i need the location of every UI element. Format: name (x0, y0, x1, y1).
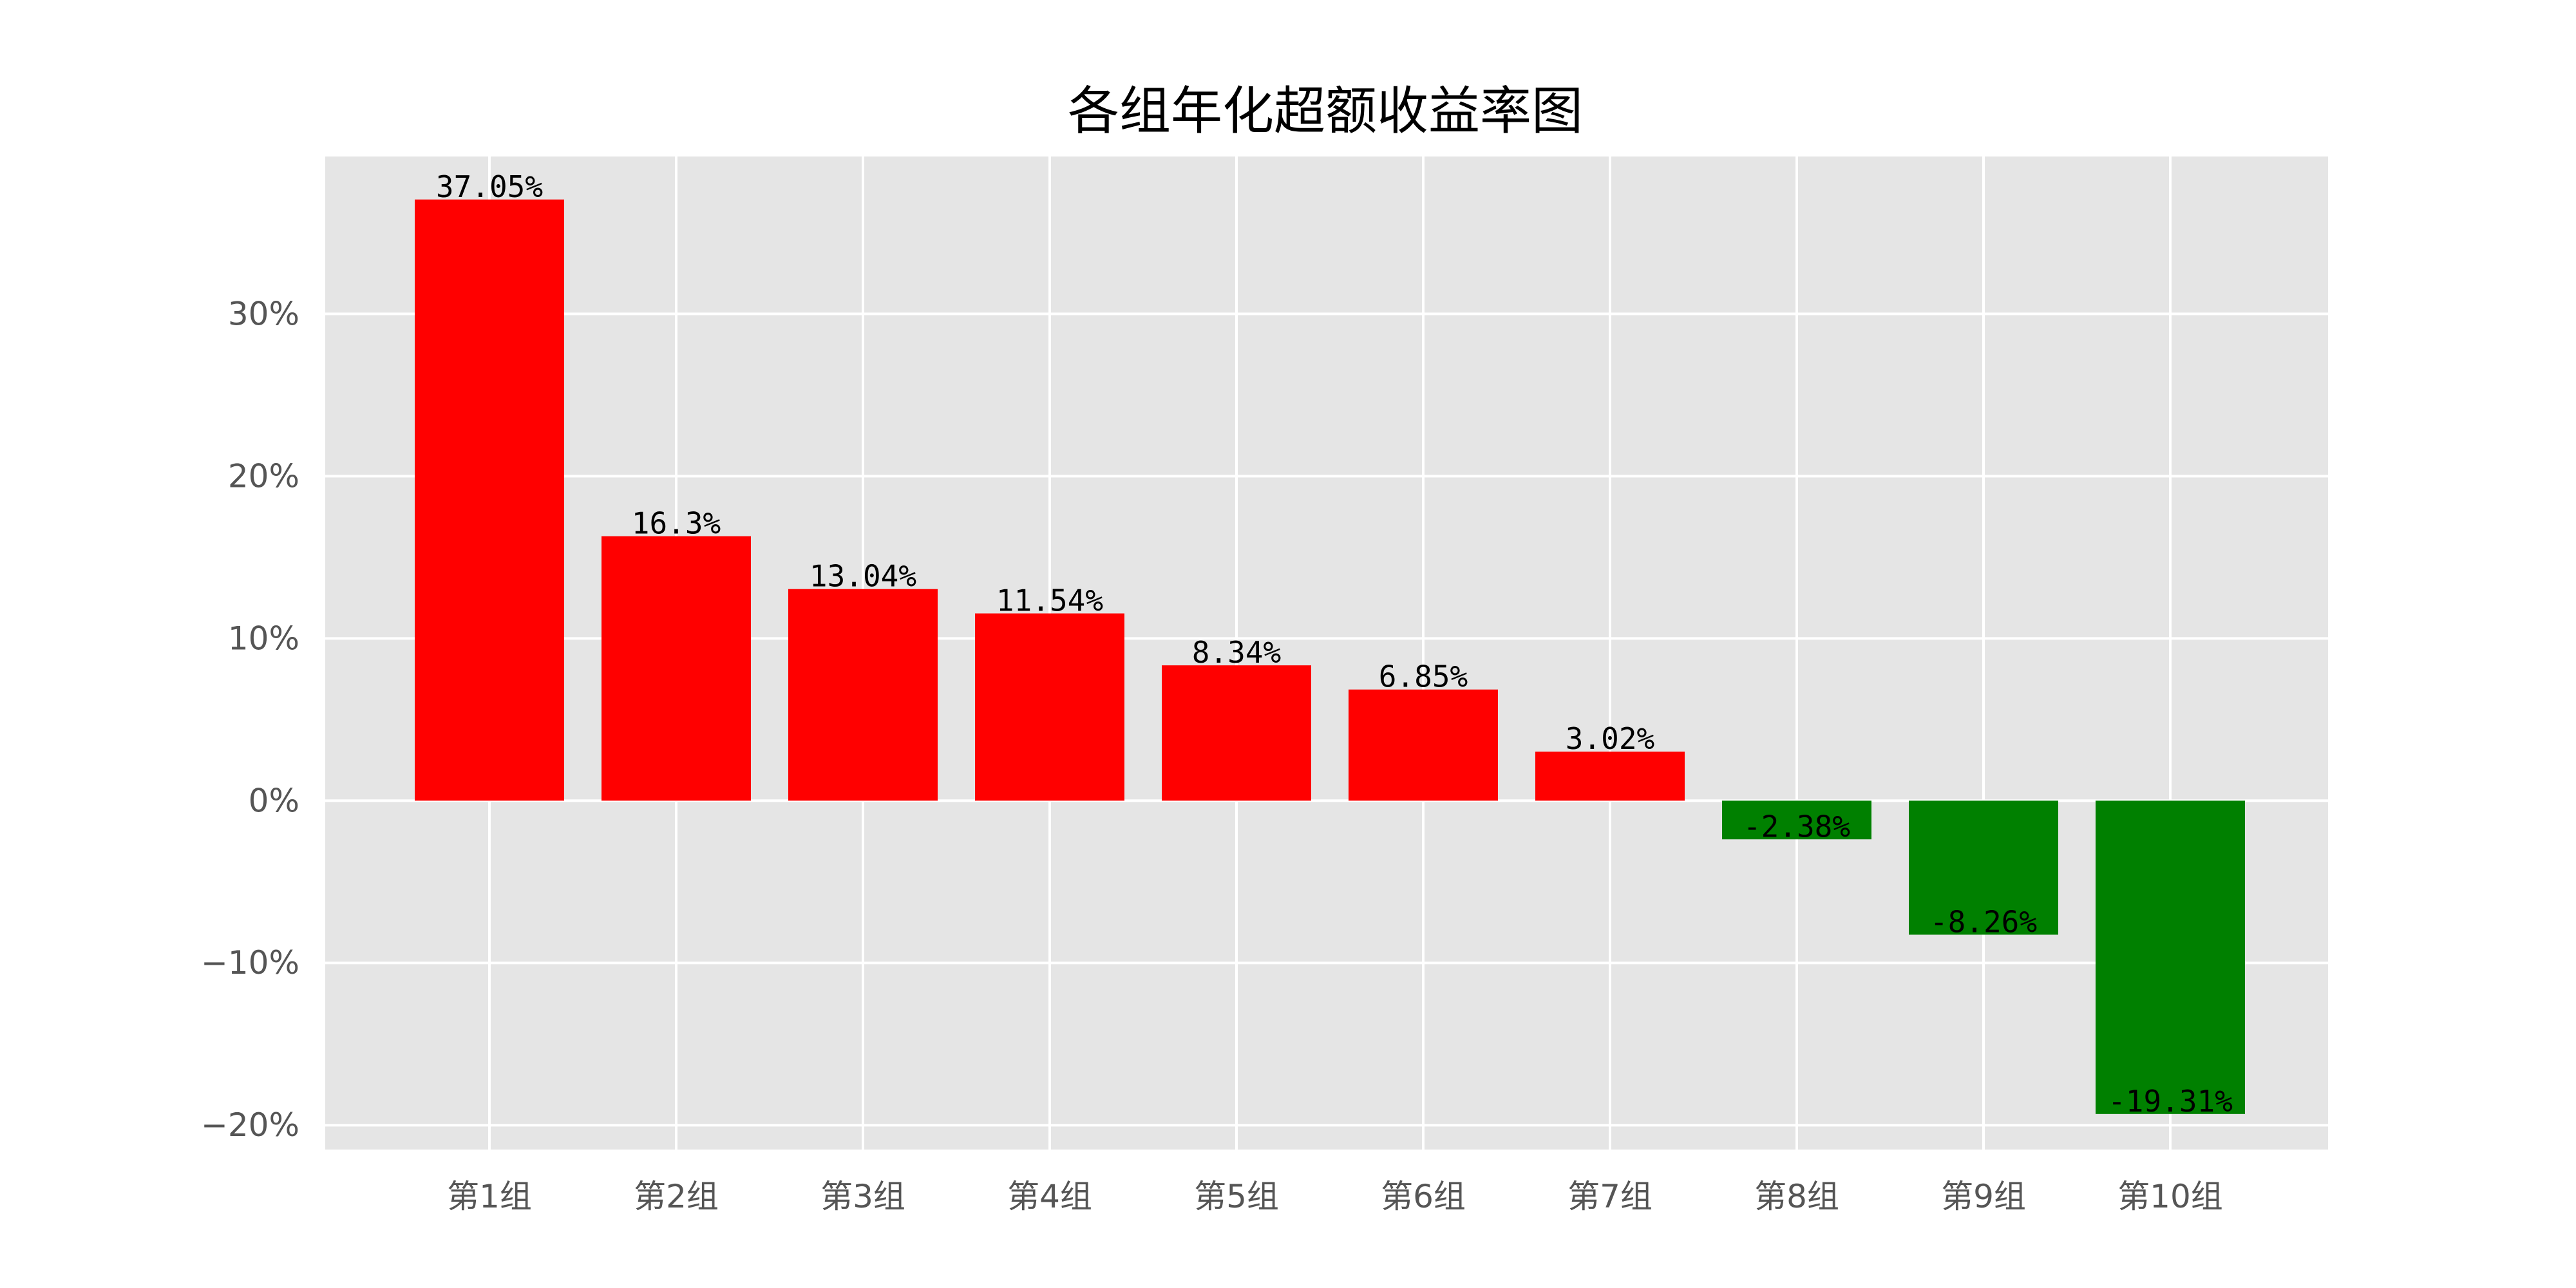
data-label: 8.34% (1192, 635, 1281, 670)
data-label: -2.38% (1743, 809, 1850, 844)
data-label: 11.54% (996, 583, 1103, 618)
bars (415, 199, 2245, 1114)
bar (1909, 800, 2058, 935)
bar (415, 199, 564, 801)
y-tick-label: −10% (201, 944, 299, 981)
x-tick-label: 第2组 (634, 1178, 719, 1215)
y-tick-label: −20% (201, 1106, 299, 1144)
y-axis-ticks: −20% −10% 0% 10% 20% 30% (201, 295, 299, 1144)
data-label: -8.26% (1930, 904, 2037, 939)
data-labels: 37.05% 16.3% 13.04% 11.54% 8.34% 6.85% 3.02% -2… (436, 169, 2233, 1119)
data-label: 37.05% (436, 169, 543, 204)
bar (788, 589, 938, 801)
bar (1162, 665, 1311, 801)
data-label: 3.02% (1566, 721, 1654, 756)
y-tick-label: 0% (249, 782, 299, 819)
x-tick-label: 第8组 (1754, 1178, 1839, 1215)
y-tick-label: 10% (228, 620, 299, 657)
x-tick-label: 第7组 (1567, 1178, 1653, 1215)
x-tick-label: 第6组 (1381, 1178, 1466, 1215)
bar (601, 536, 751, 801)
data-label: 13.04% (810, 559, 916, 594)
x-tick-label: 第1组 (447, 1178, 532, 1215)
data-label: 16.3% (632, 506, 721, 541)
bar (975, 613, 1124, 801)
data-label: -19.31% (2108, 1084, 2233, 1119)
bar (1722, 800, 1871, 840)
x-tick-label: 第9组 (1941, 1178, 2026, 1215)
bar (2096, 800, 2245, 1114)
y-tick-label: 30% (228, 295, 299, 332)
x-tick-label: 第3组 (820, 1178, 905, 1215)
y-tick-label: 20% (228, 457, 299, 495)
chart-title: 各组年化超额收益率图 (1068, 81, 1583, 141)
bar (1349, 689, 1498, 801)
data-label: 6.85% (1379, 659, 1468, 694)
bar (1535, 752, 1685, 801)
x-tick-label: 第5组 (1194, 1178, 1279, 1215)
x-tick-label: 第4组 (1007, 1178, 1092, 1215)
x-axis-ticks: 第1组 第2组 第3组 第4组 第5组 第6组 第7组 第8组 第9组 第10组 (447, 1178, 2223, 1215)
x-tick-label: 第10组 (2117, 1178, 2223, 1215)
